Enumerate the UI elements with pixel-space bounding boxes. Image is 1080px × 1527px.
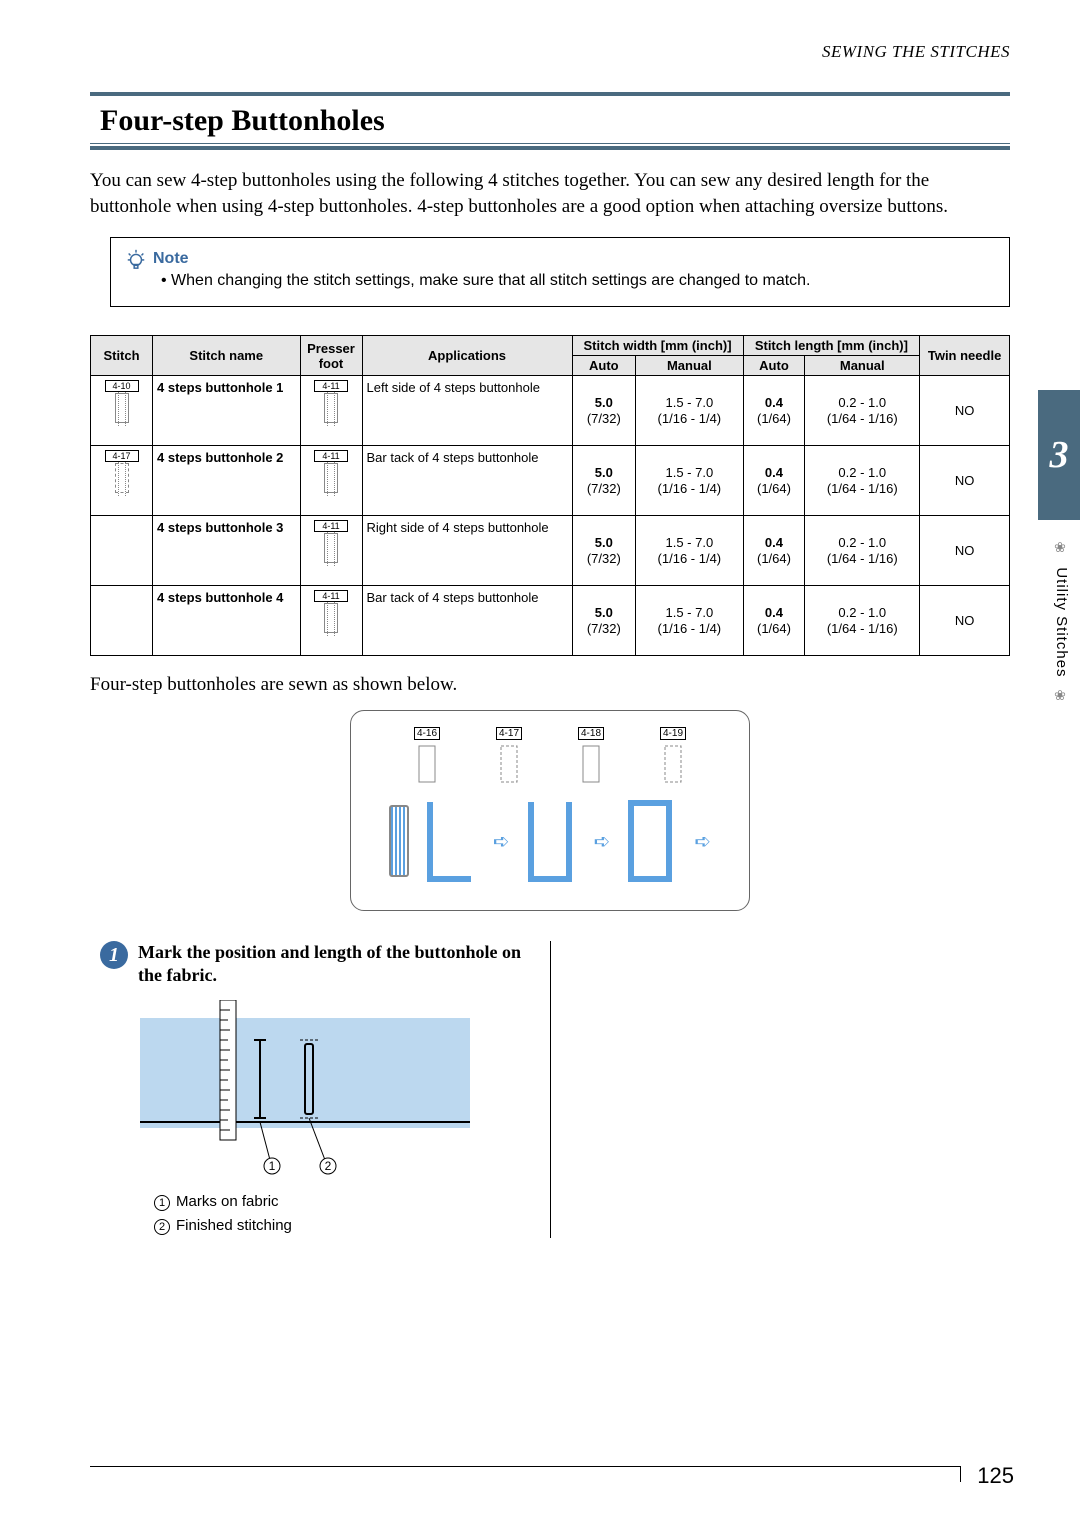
buttonhole-sequence-diagram: 4-16 4-17 4-18 4-19 ➪ ➪ ➪ xyxy=(350,710,750,911)
th-length-auto: Auto xyxy=(743,356,805,376)
diagram-caption: Four-step buttonholes are sewn as shown … xyxy=(90,674,1010,696)
th-width-manual: Manual xyxy=(636,356,743,376)
running-head: SEWING THE STITCHES xyxy=(90,42,1010,62)
page-number: 125 xyxy=(977,1463,1014,1489)
table-row: 4-104 steps buttonhole 14-11Left side of… xyxy=(91,376,1010,446)
right-column-empty xyxy=(550,941,1011,1238)
arrow-icon: ➪ xyxy=(493,829,510,854)
step-1-heading: 1 Mark the position and length of the bu… xyxy=(100,941,540,986)
table-row: 4 steps buttonhole 34-11Right side of 4 … xyxy=(91,516,1010,586)
page-title: Four-step Buttonholes xyxy=(90,98,1010,142)
title-rule-thin xyxy=(90,143,1010,144)
table-row: 4-174 steps buttonhole 24-11Bar tack of … xyxy=(91,446,1010,516)
note-title: Note xyxy=(153,250,189,268)
th-width-auto: Auto xyxy=(572,356,636,376)
th-width: Stitch width [mm (inch)] xyxy=(572,336,743,356)
note-heading: Note xyxy=(125,248,995,270)
buttonhole-step2-shape xyxy=(522,796,582,886)
diagram-step: 4-17 xyxy=(481,727,537,786)
step-1-legend: 1 Marks on fabric 2 Finished stitching xyxy=(154,1190,540,1238)
arrow-icon: ➪ xyxy=(594,829,611,854)
footer-rule xyxy=(90,1466,960,1467)
th-name: Stitch name xyxy=(153,336,301,376)
title-rule-top xyxy=(90,92,1010,96)
step-1-illustration: 1 2 xyxy=(140,1000,470,1180)
legend-num-2: 2 xyxy=(154,1219,170,1235)
diagram-step: 4-18 xyxy=(563,727,619,786)
note-text: • When changing the stitch settings, mak… xyxy=(161,272,995,290)
svg-text:2: 2 xyxy=(325,1159,332,1173)
table-row: 4 steps buttonhole 44-11Bar tack of 4 st… xyxy=(91,586,1010,656)
step-1-title: Mark the position and length of the butt… xyxy=(138,941,540,986)
legend-1: Marks on fabric xyxy=(176,1193,279,1210)
svg-text:1: 1 xyxy=(269,1159,276,1173)
th-length: Stitch length [mm (inch)] xyxy=(743,336,920,356)
buttonhole-step1-shape xyxy=(421,796,481,886)
buttonhole-step3-shape xyxy=(622,796,682,886)
th-foot: Presser foot xyxy=(300,336,362,376)
step-number-badge: 1 xyxy=(100,941,128,969)
title-rule-thick xyxy=(90,146,1010,150)
stitch-table: Stitch Stitch name Presser foot Applicat… xyxy=(90,335,1010,656)
buttonhole-start-icon xyxy=(389,805,409,877)
diagram-step: 4-16 xyxy=(399,727,455,786)
lightbulb-icon xyxy=(125,248,147,270)
th-app: Applications xyxy=(362,336,572,376)
th-twin: Twin needle xyxy=(920,336,1010,376)
arrow-icon: ➪ xyxy=(694,829,711,854)
diagram-step: 4-19 xyxy=(645,727,701,786)
intro-paragraph: You can sew 4-step buttonholes using the… xyxy=(90,168,1010,219)
legend-num-1: 1 xyxy=(154,1195,170,1211)
th-stitch: Stitch xyxy=(91,336,153,376)
note-box: Note • When changing the stitch settings… xyxy=(110,237,1010,307)
legend-2: Finished stitching xyxy=(176,1217,292,1234)
th-length-manual: Manual xyxy=(805,356,920,376)
